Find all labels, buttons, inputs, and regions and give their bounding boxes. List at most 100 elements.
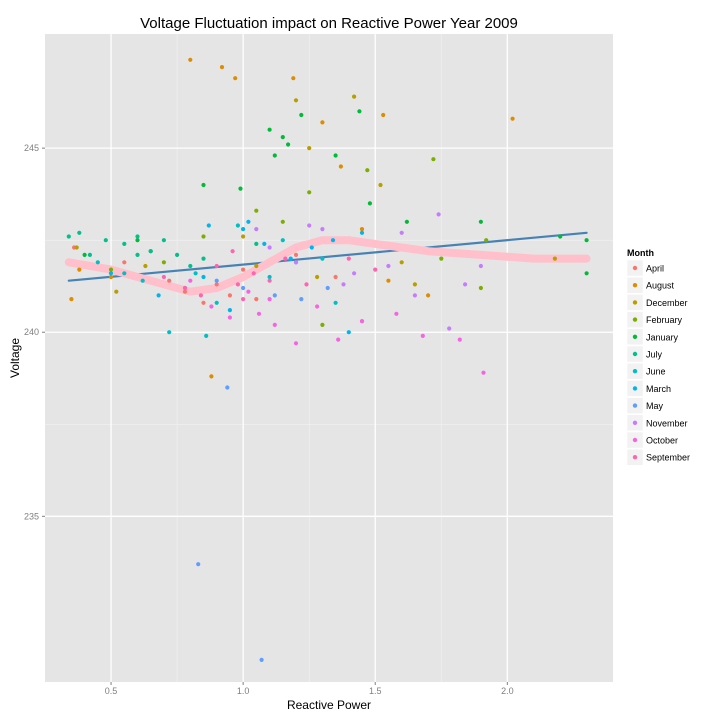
data-point-february (280, 219, 285, 224)
legend-marker-july (632, 351, 638, 357)
data-point-august (320, 120, 325, 125)
data-point-august (77, 267, 82, 272)
x-tick-label: 1.5 (369, 686, 382, 696)
x-axis-title: Reactive Power (287, 698, 371, 712)
data-point-september (230, 249, 235, 254)
data-point-january (367, 201, 372, 206)
data-point-august (510, 116, 515, 121)
data-point-july (103, 238, 108, 243)
legend: Month April August December February January… (626, 248, 690, 466)
data-point-december (254, 263, 259, 269)
y-tick-label: 245 (24, 143, 39, 153)
data-point-december (378, 182, 383, 188)
data-point-june (167, 330, 172, 335)
data-point-january (201, 182, 206, 188)
data-point-july (148, 249, 153, 254)
data-point-october (256, 311, 262, 316)
data-point-october (481, 370, 486, 375)
data-point-february (478, 285, 483, 291)
data-point-june (140, 278, 145, 283)
y-axis-title: Voltage (8, 338, 22, 378)
data-point-january (272, 153, 277, 158)
data-point-december (293, 98, 299, 103)
data-point-april (182, 289, 188, 294)
data-point-february (201, 234, 206, 239)
data-point-august (338, 164, 343, 169)
linear-trend-line (67, 231, 588, 282)
data-point-february (307, 190, 312, 195)
data-point-october (336, 337, 341, 342)
data-point-october (420, 333, 425, 338)
data-point-june (235, 223, 240, 228)
data-point-march (108, 271, 114, 276)
legend-marker-september (632, 455, 638, 460)
data-point-october (359, 319, 365, 324)
data-point-december (399, 260, 404, 265)
data-point-march (309, 245, 314, 250)
data-point-march (359, 230, 365, 235)
data-point-january (333, 153, 338, 158)
data-point-december (241, 234, 246, 239)
data-point-december (552, 256, 558, 261)
data-point-march (288, 256, 293, 261)
data-point-october (227, 315, 232, 320)
data-point-june (204, 333, 209, 338)
legend-marker-june (632, 369, 638, 374)
x-tick-label: 1.0 (237, 686, 250, 696)
data-point-november (436, 212, 441, 217)
data-point-november (341, 282, 346, 287)
legend-label-november: November (646, 418, 688, 428)
data-point-january (404, 219, 409, 224)
data-point-august (386, 278, 391, 283)
x-tick-label: 0.5 (105, 686, 118, 696)
data-point-july (135, 234, 140, 239)
data-point-june (122, 271, 127, 276)
data-point-august (219, 65, 225, 70)
data-point-january (357, 109, 362, 114)
legend-marker-may (632, 403, 638, 408)
data-point-february (365, 168, 370, 173)
data-point-october (267, 297, 272, 302)
plot-panel (45, 34, 613, 682)
legend-marker-april (632, 265, 638, 271)
data-point-september (161, 274, 166, 280)
data-point-april (227, 293, 232, 298)
data-point-october (394, 311, 399, 316)
data-point-september (182, 285, 188, 291)
data-point-october (209, 304, 214, 309)
data-point-october (293, 341, 299, 346)
legend-label-june: June (646, 367, 666, 377)
data-point-december (143, 263, 148, 269)
legend-label-december: December (646, 298, 688, 308)
data-point-june (320, 256, 325, 261)
data-point-august (209, 374, 214, 379)
data-point-september (235, 282, 240, 287)
y-tick-label: 240 (24, 327, 39, 337)
legend-label-april: April (646, 264, 664, 274)
data-point-november (399, 230, 404, 235)
data-point-july (66, 234, 71, 239)
data-point-april (254, 297, 259, 302)
data-point-october (315, 304, 320, 309)
legend-label-may: May (646, 401, 664, 411)
data-point-january (478, 219, 483, 224)
data-point-july (87, 252, 92, 257)
data-point-march (246, 219, 251, 224)
legend-marker-march (632, 386, 638, 391)
data-point-march (241, 227, 246, 232)
data-point-april (167, 278, 172, 283)
data-point-february (108, 267, 114, 272)
smooth-trend-line (64, 236, 591, 296)
data-point-september (198, 293, 203, 298)
data-point-february (161, 260, 166, 265)
data-point-may (299, 297, 304, 302)
data-point-july (254, 241, 259, 246)
data-point-october (188, 278, 193, 283)
data-point-april (201, 300, 206, 305)
data-point-july (201, 256, 206, 261)
data-point-may (225, 385, 230, 390)
data-point-may (196, 562, 201, 567)
data-point-june (193, 271, 198, 276)
data-point-august (233, 76, 238, 81)
data-point-march (330, 238, 336, 243)
